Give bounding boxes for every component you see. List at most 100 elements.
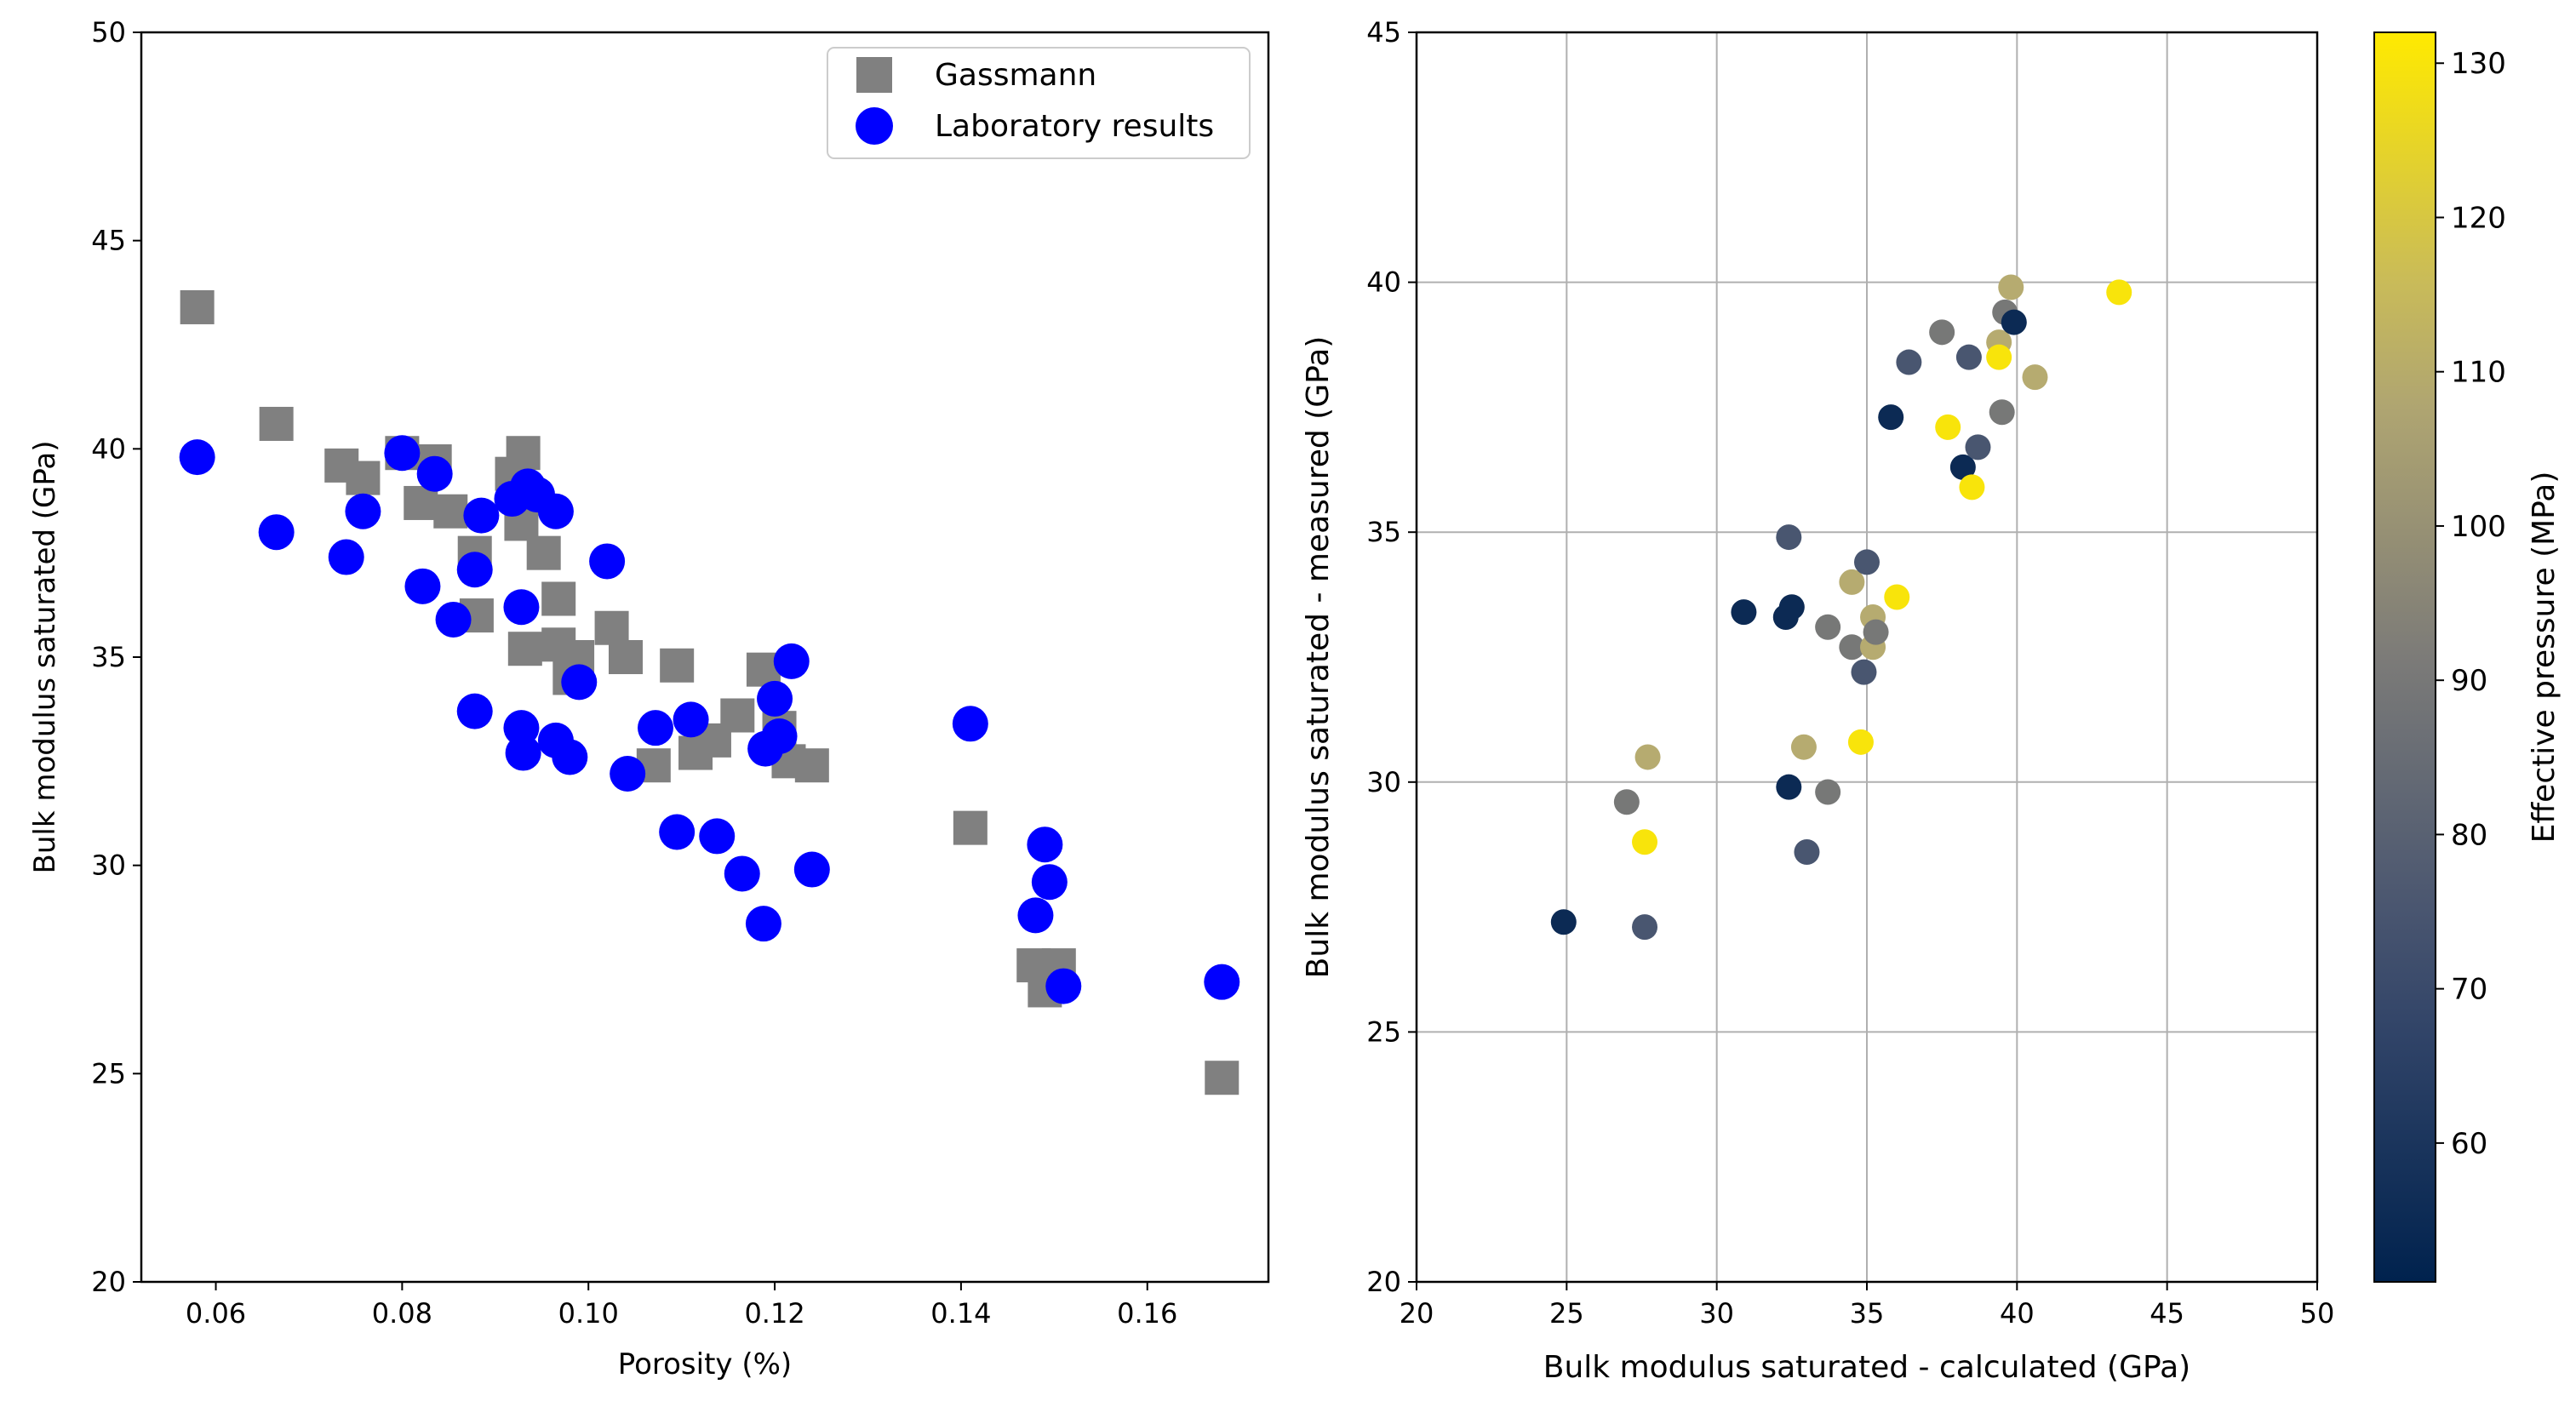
y-tick-label: 40 bbox=[1366, 266, 1401, 299]
y-tick-label: 30 bbox=[91, 849, 126, 882]
pressure-point bbox=[1550, 909, 1577, 935]
pressure-point bbox=[1632, 914, 1658, 941]
pressure-point bbox=[1935, 414, 1961, 440]
x-tick-label: 0.12 bbox=[744, 1297, 804, 1330]
gassmann-point bbox=[1205, 1061, 1239, 1095]
left-chart-legend: Gassmann Laboratory results bbox=[827, 47, 1251, 159]
colorbar-label: Effective pressure (MPa) bbox=[2527, 472, 2562, 844]
colorbar-tick-label: 100 bbox=[2451, 510, 2506, 544]
pressure-point bbox=[2001, 309, 2027, 335]
pressure-point bbox=[1851, 659, 1877, 685]
gassmann-point bbox=[346, 460, 381, 495]
laboratory-point bbox=[1031, 864, 1068, 901]
right-chart-y-axis: 20 25 30 35 40 45 bbox=[1366, 16, 1417, 1298]
pressure-point bbox=[1955, 344, 1982, 370]
colorbar-tick-label: 110 bbox=[2451, 356, 2506, 390]
gassmann-point bbox=[953, 810, 987, 845]
pressure-point bbox=[1815, 614, 1841, 640]
gassmann-point bbox=[608, 640, 643, 674]
legend-laboratory-label: Laboratory results bbox=[935, 109, 1214, 144]
gassmann-point bbox=[594, 610, 629, 645]
pressure-point bbox=[1839, 634, 1865, 661]
gassmann-point bbox=[794, 748, 829, 783]
laboratory-point bbox=[328, 539, 364, 575]
laboratory-point bbox=[1017, 897, 1054, 934]
laboratory-point bbox=[552, 739, 588, 775]
pressure-point bbox=[1776, 524, 1802, 551]
x-tick-label: 30 bbox=[1699, 1297, 1734, 1330]
laboratory-point bbox=[463, 497, 500, 534]
laboratory-point bbox=[638, 710, 674, 746]
x-tick-label: 20 bbox=[1400, 1297, 1434, 1330]
x-tick-label: 40 bbox=[2000, 1297, 2035, 1330]
pressure-point bbox=[1634, 744, 1661, 770]
y-tick-label: 30 bbox=[1366, 766, 1401, 798]
x-tick-label: 25 bbox=[1549, 1297, 1584, 1330]
pressure-point bbox=[1790, 734, 1817, 760]
laboratory-point bbox=[793, 851, 830, 888]
pressure-point bbox=[1989, 399, 2015, 426]
y-tick-label: 35 bbox=[91, 641, 126, 673]
pressure-point bbox=[2022, 364, 2048, 391]
colorbar: 60 70 80 90 100 110 120 130 Effective pressure … bbox=[2373, 31, 2562, 1283]
laboratory-point bbox=[505, 735, 541, 771]
x-tick-label: 45 bbox=[2150, 1297, 2184, 1330]
pressure-point bbox=[1854, 549, 1880, 575]
laboratory-point bbox=[456, 552, 493, 588]
left-chart-x-label: Porosity (%) bbox=[618, 1347, 792, 1381]
colorbar-tick-label: 90 bbox=[2451, 664, 2487, 698]
pressure-point bbox=[1632, 829, 1658, 855]
left-chart-marks bbox=[179, 289, 1240, 1095]
x-tick-label: 0.08 bbox=[372, 1297, 432, 1330]
laboratory-point bbox=[537, 493, 574, 529]
right-chart-marks bbox=[1550, 274, 2132, 941]
left-chart: 0.06 0.08 0.10 0.12 0.14 0.16 20253035404550 … bbox=[28, 16, 1270, 1381]
laboratory-point bbox=[757, 680, 793, 717]
laboratory-point bbox=[673, 701, 709, 738]
y-tick-label: 45 bbox=[91, 225, 126, 257]
laboratory-point bbox=[345, 493, 381, 529]
left-chart-x-axis: 0.06 0.08 0.10 0.12 0.14 0.16 bbox=[186, 1282, 1177, 1330]
left-chart-y-label: Bulk modulus saturated (GPa) bbox=[28, 441, 62, 874]
laboratory-point bbox=[456, 693, 493, 729]
right-chart: 20 25 30 35 40 45 50 20 25 30 35 40 45 Bulk modulus… bbox=[1301, 16, 2334, 1385]
laboratory-point bbox=[589, 543, 626, 580]
x-tick-label: 35 bbox=[1850, 1297, 1885, 1330]
colorbar-tick-label: 120 bbox=[2451, 201, 2506, 235]
right-chart-x-axis: 20 25 30 35 40 45 50 bbox=[1400, 1282, 2334, 1330]
pressure-point bbox=[1998, 274, 2024, 300]
laboratory-point bbox=[179, 439, 215, 476]
x-tick-label: 0.06 bbox=[186, 1297, 246, 1330]
colorbar-axis: 60 70 80 90 100 110 120 130 bbox=[2436, 47, 2506, 1161]
gassmann-point bbox=[404, 485, 438, 520]
y-tick-label: 40 bbox=[91, 432, 126, 465]
pressure-point bbox=[1959, 474, 1985, 500]
y-tick-label: 20 bbox=[1366, 1266, 1401, 1298]
right-chart-x-label: Bulk modulus saturated - calculated (GPa… bbox=[1543, 1350, 2190, 1385]
laboratory-point bbox=[699, 818, 736, 855]
pressure-point bbox=[1878, 404, 1904, 431]
pressure-point bbox=[1613, 789, 1640, 815]
pressure-point bbox=[1839, 569, 1865, 595]
laboratory-point bbox=[952, 706, 988, 742]
y-tick-label: 25 bbox=[91, 1057, 126, 1090]
pressure-point bbox=[1929, 319, 1955, 346]
gassmann-point bbox=[660, 648, 695, 683]
pressure-point bbox=[1815, 779, 1841, 805]
x-tick-label: 0.16 bbox=[1117, 1297, 1177, 1330]
pressure-point bbox=[1965, 434, 1991, 460]
gassmann-point bbox=[180, 289, 215, 324]
colorbar-tick-label: 130 bbox=[2451, 47, 2506, 81]
laboratory-point bbox=[773, 643, 810, 679]
laboratory-point bbox=[1027, 826, 1063, 863]
colorbar-gradient bbox=[2373, 31, 2436, 1283]
x-tick-label: 0.10 bbox=[558, 1297, 619, 1330]
laboratory-point bbox=[503, 589, 540, 626]
legend-box bbox=[827, 47, 1251, 159]
legend-gassmann-marker bbox=[856, 57, 892, 93]
pressure-point bbox=[1863, 619, 1889, 645]
laboratory-point bbox=[724, 855, 760, 892]
pressure-point bbox=[1986, 344, 2012, 370]
laboratory-point bbox=[1204, 964, 1240, 1000]
